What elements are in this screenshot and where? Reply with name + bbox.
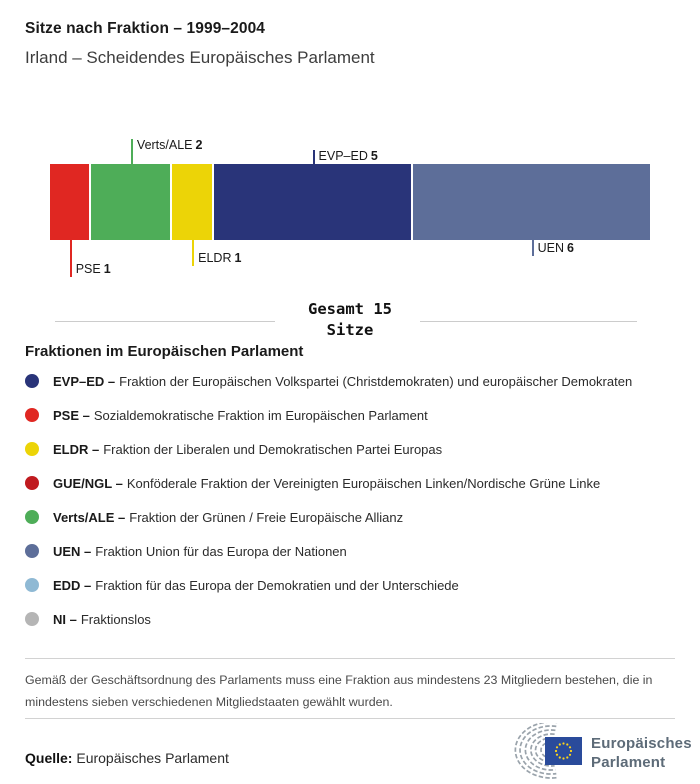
legend-item-text: PSE – Sozialdemokratische Fraktion im Eur… — [53, 407, 428, 423]
legend-item-text: NI – Fraktionslos — [53, 611, 151, 627]
legend-item-text: EDD – Fraktion für das Europa der Demokra… — [53, 577, 459, 593]
total-divider-right — [420, 321, 637, 322]
legend-item-text: UEN – Fraktion Union für das Europa der N… — [53, 543, 347, 559]
ep-logo: Europäisches Parlament — [505, 723, 692, 781]
legend-item-gue-ngl: GUE/NGL – Konföderale Fraktion der Verein… — [25, 466, 685, 500]
page-title: Sitze nach Fraktion – 1999–2004 — [25, 20, 266, 37]
total-line1: Gesamt 15 — [308, 300, 392, 318]
logo-line2: Parlament — [591, 754, 666, 771]
logo-line1: Europäisches — [591, 735, 692, 752]
source-line: Quelle: Europäisches Parlament — [25, 750, 229, 766]
legend-color-dot — [25, 374, 39, 388]
legend-item-ni: NI – Fraktionslos — [25, 602, 685, 636]
ep-logo-text: Europäisches Parlament — [591, 734, 692, 772]
divider-bottom — [25, 718, 675, 719]
callout-label-verts-ale: Verts/ALE 2 — [136, 138, 203, 152]
callout-label-eldr: ELDR 1 — [198, 251, 242, 265]
seat-bar-chart: PSE 1 Verts/ALE 2 ELDR 1 EVP–ED 5 UEN 6 — [0, 135, 700, 290]
legend-color-dot — [25, 612, 39, 626]
legend-color-dot — [25, 578, 39, 592]
callout-tick-uen — [531, 240, 534, 256]
callout-tick-evp-ed — [312, 150, 315, 164]
total-seats-text: Gesamt 15 Sitze — [308, 299, 392, 341]
legend-color-dot — [25, 544, 39, 558]
bar-segment-pse — [50, 164, 90, 240]
legend-item-pse: PSE – Sozialdemokratische Fraktion im Eur… — [25, 398, 685, 432]
legend-item-uen: UEN – Fraktion Union für das Europa der N… — [25, 534, 685, 568]
legend-color-dot — [25, 510, 39, 524]
legend-item-eldr: ELDR – Fraktion der Liberalen und Demokra… — [25, 432, 685, 466]
bar-segment-uen — [413, 164, 650, 240]
callout-label-uen: UEN 6 — [537, 241, 574, 255]
legend-color-dot — [25, 408, 39, 422]
legend-color-dot — [25, 442, 39, 456]
legend-item-edd: EDD – Fraktion für das Europa der Demokra… — [25, 568, 685, 602]
legend-list: EVP–ED – Fraktion der Europäischen Volksp… — [25, 364, 685, 636]
source-label: Quelle: — [25, 750, 73, 766]
footnote: Gemäß der Geschäftsordnung des Parlament… — [25, 673, 653, 709]
legend-color-dot — [25, 476, 39, 490]
divider-top — [25, 658, 675, 659]
legend-item-text: ELDR – Fraktion der Liberalen und Demokra… — [53, 441, 443, 457]
page-subtitle: Irland – Scheidendes Europäisches Parlam… — [25, 48, 375, 67]
ep-hemicycle-icon — [514, 723, 582, 779]
callout-tick-verts-ale — [130, 139, 133, 164]
callout-label-pse: PSE 1 — [75, 262, 111, 276]
bar-segment-evp-ed — [213, 164, 412, 240]
bar-segment-eldr — [172, 164, 212, 240]
legend-heading: Fraktionen im Europäischen Parlament — [25, 343, 304, 360]
legend-item-evp-ed: EVP–ED – Fraktion der Europäischen Volksp… — [25, 364, 685, 398]
total-seats-block: Gesamt 15 Sitze — [0, 298, 700, 346]
legend-item-verts-ale: Verts/ALE – Fraktion der Grünen / Freie E… — [25, 500, 685, 534]
bar-segment-verts-ale — [91, 164, 171, 240]
total-divider-left — [55, 321, 275, 322]
source-value: Europäisches Parlament — [76, 750, 229, 766]
legend-item-text: Verts/ALE – Fraktion der Grünen / Freie E… — [53, 509, 404, 525]
legend-item-text: EVP–ED – Fraktion der Europäischen Volksp… — [53, 373, 633, 389]
total-line2: Sitze — [326, 321, 374, 339]
callout-tick-pse — [69, 240, 72, 277]
callout-tick-eldr — [192, 240, 195, 266]
legend-item-text: GUE/NGL – Konföderale Fraktion der Verein… — [53, 475, 601, 491]
callout-label-evp-ed: EVP–ED 5 — [318, 149, 378, 163]
